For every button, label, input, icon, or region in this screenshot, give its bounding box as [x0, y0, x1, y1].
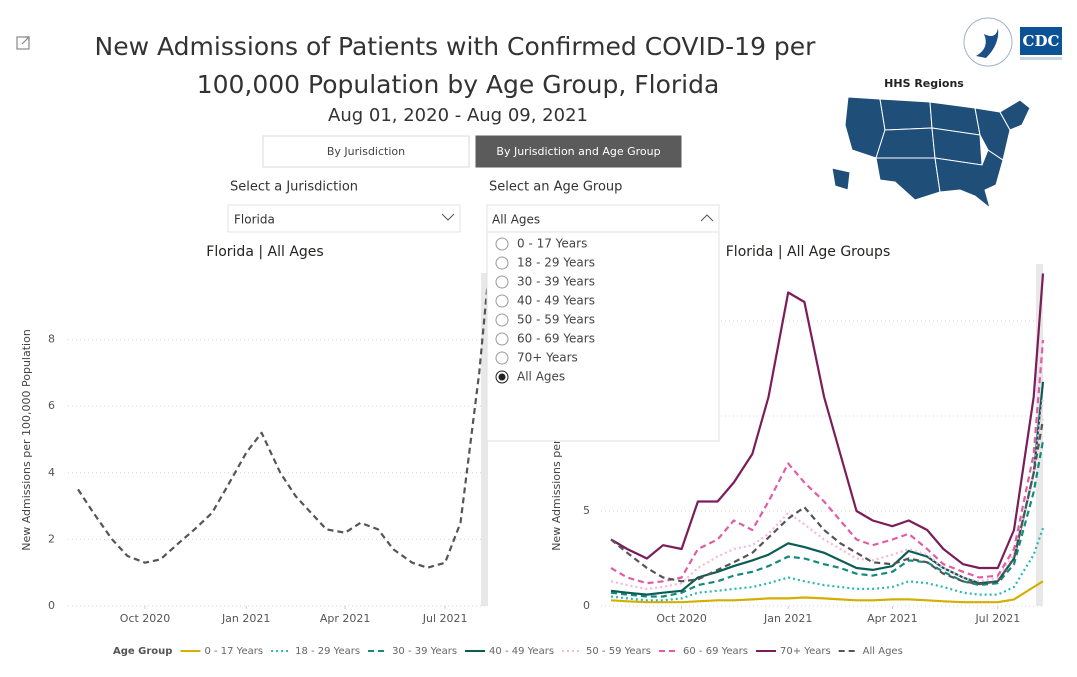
option-label[interactable]: 50 - 59 Years [517, 313, 595, 327]
y-axis-label: New Admissions per 100,000 Population [20, 329, 33, 551]
age-group-value: All Ages [492, 213, 540, 227]
chevron-down [441, 213, 455, 221]
legend-label[interactable]: 30 - 39 Years [392, 646, 457, 657]
tab[interactable] [475, 135, 682, 168]
map-region[interactable] [879, 98, 933, 131]
filter-label: Select a Jurisdiction [230, 180, 358, 195]
option-label[interactable]: 40 - 49 Years [517, 294, 595, 308]
tab[interactable] [262, 135, 470, 168]
map-title[interactable]: HHS Regions [884, 77, 964, 90]
legend-title: Age Group [113, 646, 172, 657]
y-tick-label: 2 [48, 532, 55, 545]
tab-label: By Jurisdiction and Age Group [496, 145, 660, 158]
x-tick-label: Oct 2020 [656, 612, 707, 625]
hhs-map[interactable] [831, 96, 1031, 210]
charts: Florida | All Ages New Admissions per 100… [20, 244, 1045, 625]
map-region[interactable] [875, 127, 936, 159]
jurisdiction-value: Florida [234, 213, 275, 227]
jurisdiction-select[interactable] [227, 204, 461, 233]
radio[interactable] [495, 332, 509, 346]
chart-title: Florida | All Ages [206, 244, 323, 260]
x-tick-label: Oct 2020 [120, 612, 171, 625]
line-series [77, 279, 490, 569]
hhs-ring [963, 17, 1013, 67]
legend-label[interactable]: 50 - 59 Years [586, 646, 651, 657]
radio-dot [498, 373, 506, 381]
hhs-logo [963, 17, 1013, 67]
x-tick-label: Jan 2021 [221, 612, 270, 625]
cdc-sub [1020, 57, 1062, 60]
dropdown-options: 0 - 17 Years 18 - 29 Years 30 - 39 Years 40… [495, 237, 595, 384]
expand-box [16, 36, 30, 50]
x-tick-label: Jan 2021 [763, 612, 812, 625]
line-series [610, 419, 1045, 586]
legend: Age Group 0 - 17 Years 18 - 29 Years 30 - 3… [113, 646, 903, 657]
radio[interactable] [495, 294, 509, 308]
map-region[interactable] [934, 149, 1004, 210]
x-tick-label: Jul 2021 [422, 612, 468, 625]
radio[interactable] [495, 351, 509, 365]
line-series [610, 273, 1045, 570]
y-tick-label: 5 [583, 504, 590, 517]
date-range: Aug 01, 2020 - Aug 09, 2021 [328, 105, 588, 126]
dropdown-panel [486, 231, 720, 442]
cdc-logo-text: CDC [1023, 32, 1060, 50]
tab-label: By Jurisdiction [327, 145, 405, 158]
age-group-select[interactable] [486, 204, 720, 233]
line-series [610, 396, 1045, 590]
chart-title: Florida | All Age Groups [726, 244, 891, 260]
radio[interactable] [495, 275, 509, 289]
title-line: New Admissions of Patients with Confirme… [95, 32, 817, 61]
option-label[interactable]: All Ages [517, 370, 565, 384]
chevron-up [700, 214, 714, 222]
y-tick-label: 0 [48, 599, 55, 612]
expand-arrow [21, 36, 30, 45]
option-label[interactable]: 30 - 39 Years [517, 275, 595, 289]
legend-label[interactable]: 60 - 69 Years [683, 646, 748, 657]
line-series [610, 339, 1045, 585]
line-series [610, 440, 1045, 598]
map-region[interactable] [875, 157, 941, 201]
y-tick-label: 0 [583, 599, 590, 612]
highlight-band [481, 273, 488, 606]
filter-label: Select an Age Group [489, 180, 622, 195]
option-label[interactable]: 70+ Years [517, 351, 578, 365]
hhs-eagle [976, 28, 999, 58]
legend-label[interactable]: 70+ Years [780, 646, 831, 657]
cdc-logo [1020, 27, 1062, 55]
radio[interactable] [495, 237, 509, 251]
x-tick-label: Apr 2021 [867, 612, 918, 625]
option-label[interactable]: 18 - 29 Years [517, 256, 595, 270]
legend-label[interactable]: 0 - 17 Years [204, 646, 263, 657]
x-tick-label: Jul 2021 [974, 612, 1020, 625]
x-tick-label: Apr 2021 [320, 612, 371, 625]
map-region[interactable] [999, 99, 1031, 131]
y-tick-label: 6 [48, 399, 55, 412]
option-label[interactable]: 0 - 17 Years [517, 237, 587, 251]
radio[interactable] [495, 256, 509, 270]
expand-icon[interactable] [16, 36, 30, 50]
radio[interactable] [495, 313, 509, 327]
line-series [610, 580, 1044, 604]
legend-label[interactable]: 40 - 49 Years [489, 646, 554, 657]
y-tick-label: 4 [48, 466, 55, 479]
tab-bar: By Jurisdiction By Jurisdiction and Age G… [262, 135, 682, 168]
legend-label[interactable]: All Ages [863, 646, 903, 657]
line-series [610, 381, 1045, 596]
option-label[interactable]: 60 - 69 Years [517, 332, 595, 346]
y-tick-label: 8 [48, 333, 55, 346]
title-line: 100,000 Population by Age Group, Florida [197, 70, 720, 99]
legend-label[interactable]: 18 - 29 Years [295, 646, 360, 657]
line-series [610, 527, 1045, 602]
map-region[interactable] [831, 167, 851, 191]
